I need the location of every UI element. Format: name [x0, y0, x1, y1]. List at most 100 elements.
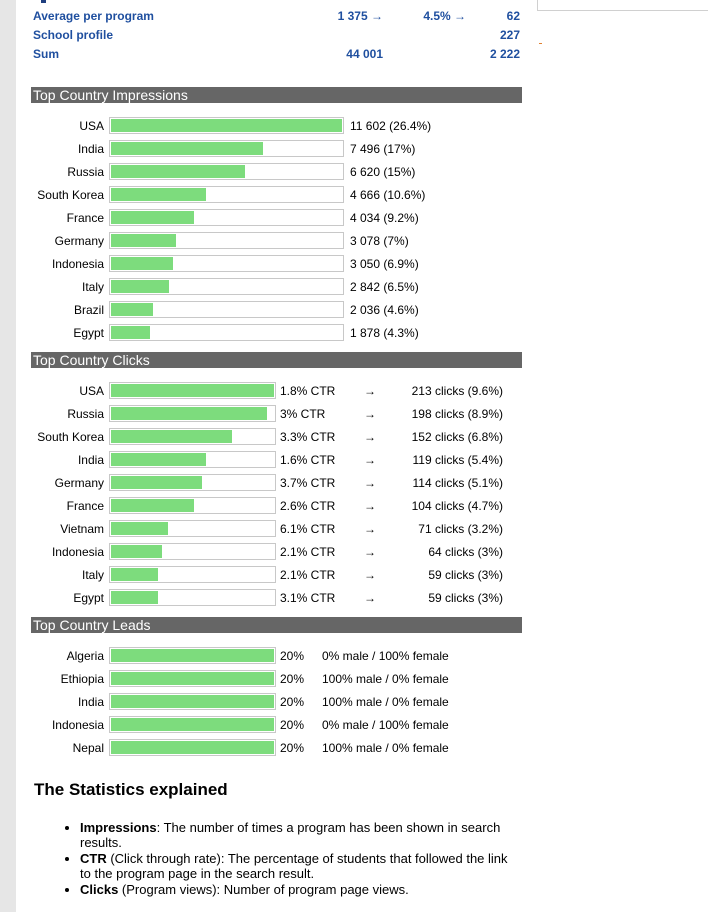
- arrow-icon: →: [364, 407, 376, 421]
- country-row: Italy 2 842 (6.5%): [0, 277, 521, 297]
- summary-impressions: 44 001: [346, 47, 383, 61]
- summary-ctr: 4.5% →: [423, 9, 466, 23]
- bar-track: [109, 520, 276, 537]
- explained-item: CTR (Click through rate): The percentage…: [80, 851, 520, 881]
- bar-fill: [111, 142, 263, 155]
- impressions-value: 4 666 (10.6%): [350, 188, 426, 202]
- bar-fill: [111, 119, 342, 132]
- bar-track: [109, 589, 276, 606]
- country-row: Germany 3 078 (7%): [0, 231, 521, 251]
- lead-percent: 20%: [280, 672, 305, 686]
- bar-fill: [111, 568, 158, 581]
- ctr-value: 6.1% CTR: [280, 522, 336, 536]
- explained-item: Clicks (Program views): Number of progra…: [80, 882, 520, 897]
- summary-row: Average per program 1 375 → 4.5% → 62: [33, 9, 523, 25]
- country-label: Germany: [54, 476, 104, 490]
- clicks-value: 114 clicks (5.1%): [412, 476, 503, 490]
- bar-track: [109, 163, 344, 180]
- clicks-value: 64 clicks (3%): [428, 545, 503, 559]
- country-row: Russia 3% CTR → 198 clicks (8.9%): [0, 404, 521, 424]
- country-label: Russia: [67, 165, 104, 179]
- impressions-value: 2 036 (4.6%): [350, 303, 419, 317]
- country-row: India 7 496 (17%): [0, 139, 521, 159]
- country-label: Indonesia: [51, 257, 104, 271]
- country-label: India: [77, 142, 104, 156]
- impressions-value: 1 878 (4.3%): [350, 326, 419, 340]
- bar-fill: [111, 522, 168, 535]
- lead-percent: 20%: [280, 649, 305, 663]
- arrow-icon: →: [364, 568, 376, 582]
- country-row: Egypt 3.1% CTR → 59 clicks (3%): [0, 588, 521, 608]
- arrow-icon: →: [364, 591, 376, 605]
- bar-track: [109, 301, 344, 318]
- bar-fill: [111, 741, 274, 754]
- bar-track: [109, 405, 276, 422]
- explained-term: Impressions: [80, 820, 157, 835]
- country-label: South Korea: [37, 430, 104, 444]
- country-label: Indonesia: [51, 545, 104, 559]
- summary-label: School profile: [33, 28, 114, 42]
- country-label: India: [77, 695, 104, 709]
- country-row: Italy 2.1% CTR → 59 clicks (3%): [0, 565, 521, 585]
- impressions-value: 11 602 (26.4%): [350, 119, 432, 133]
- bar-fill: [111, 499, 194, 512]
- impressions-value: 6 620 (15%): [350, 165, 416, 179]
- country-row: Ethiopia 20% 100% male / 0% female: [0, 669, 521, 689]
- country-label: Russia: [67, 407, 104, 421]
- country-row: Indonesia 2.1% CTR → 64 clicks (3%): [0, 542, 521, 562]
- arrow-icon: →: [364, 476, 376, 490]
- ctr-value: 2.1% CTR: [280, 568, 336, 582]
- country-row: Russia 6 620 (15%): [0, 162, 521, 182]
- clicks-value: 213 clicks (9.6%): [411, 384, 503, 398]
- bar-track: [109, 382, 276, 399]
- bar-fill: [111, 234, 176, 247]
- explained-item: Impressions: The number of times a progr…: [80, 820, 520, 850]
- summary-label: Sum: [33, 47, 60, 61]
- bar-track: [109, 543, 276, 560]
- summary-label: Average per program: [33, 9, 154, 23]
- summary-impressions: 1 375 →: [337, 9, 383, 23]
- clicks-value: 71 clicks (3.2%): [418, 522, 503, 536]
- lead-gender: 100% male / 0% female: [322, 672, 449, 686]
- lead-percent: 20%: [280, 695, 305, 709]
- summary-row: Sum 44 001 2 222: [33, 47, 523, 63]
- explained-title: The Statistics explained: [34, 780, 228, 799]
- country-label: Brazil: [73, 303, 104, 317]
- country-label: Germany: [54, 234, 104, 248]
- bar-track: [109, 255, 344, 272]
- bar-fill: [111, 211, 194, 224]
- country-label: France: [66, 211, 104, 225]
- explained-text: (Program views): Number of program page …: [118, 882, 409, 897]
- bar-fill: [111, 430, 232, 443]
- country-label: Vietnam: [60, 522, 104, 536]
- ctr-value: 3% CTR: [280, 407, 326, 421]
- clicks-value: 198 clicks (8.9%): [411, 407, 503, 421]
- bar-track: [109, 209, 344, 226]
- impressions-value: 3 050 (6.9%): [350, 257, 419, 271]
- right-panel: [537, 0, 708, 912]
- ctr-value: 2.1% CTR: [280, 545, 336, 559]
- right-panel-box: [537, 0, 708, 11]
- bar-track: [109, 497, 276, 514]
- bar-track: [109, 693, 276, 710]
- bar-fill: [111, 476, 202, 489]
- impressions-header: Top Country Impressions: [31, 87, 522, 103]
- impressions-value: 4 034 (9.2%): [350, 211, 419, 225]
- bar-track: [109, 186, 344, 203]
- lead-percent: 20%: [280, 741, 305, 755]
- cut-off-text: [41, 0, 46, 3]
- country-row: France 2.6% CTR → 104 clicks (4.7%): [0, 496, 521, 516]
- bar-fill: [111, 718, 274, 731]
- lead-gender: 100% male / 0% female: [322, 741, 449, 755]
- arrow-icon: →: [364, 545, 376, 559]
- country-label: Egypt: [73, 326, 104, 340]
- bar-fill: [111, 591, 158, 604]
- bar-track: [109, 278, 344, 295]
- bar-fill: [111, 257, 173, 270]
- bar-fill: [111, 384, 274, 397]
- bar-fill: [111, 165, 245, 178]
- bar-fill: [111, 303, 153, 316]
- lead-gender: 100% male / 0% female: [322, 695, 449, 709]
- country-row: Indonesia 3 050 (6.9%): [0, 254, 521, 274]
- lead-gender: 0% male / 100% female: [322, 718, 449, 732]
